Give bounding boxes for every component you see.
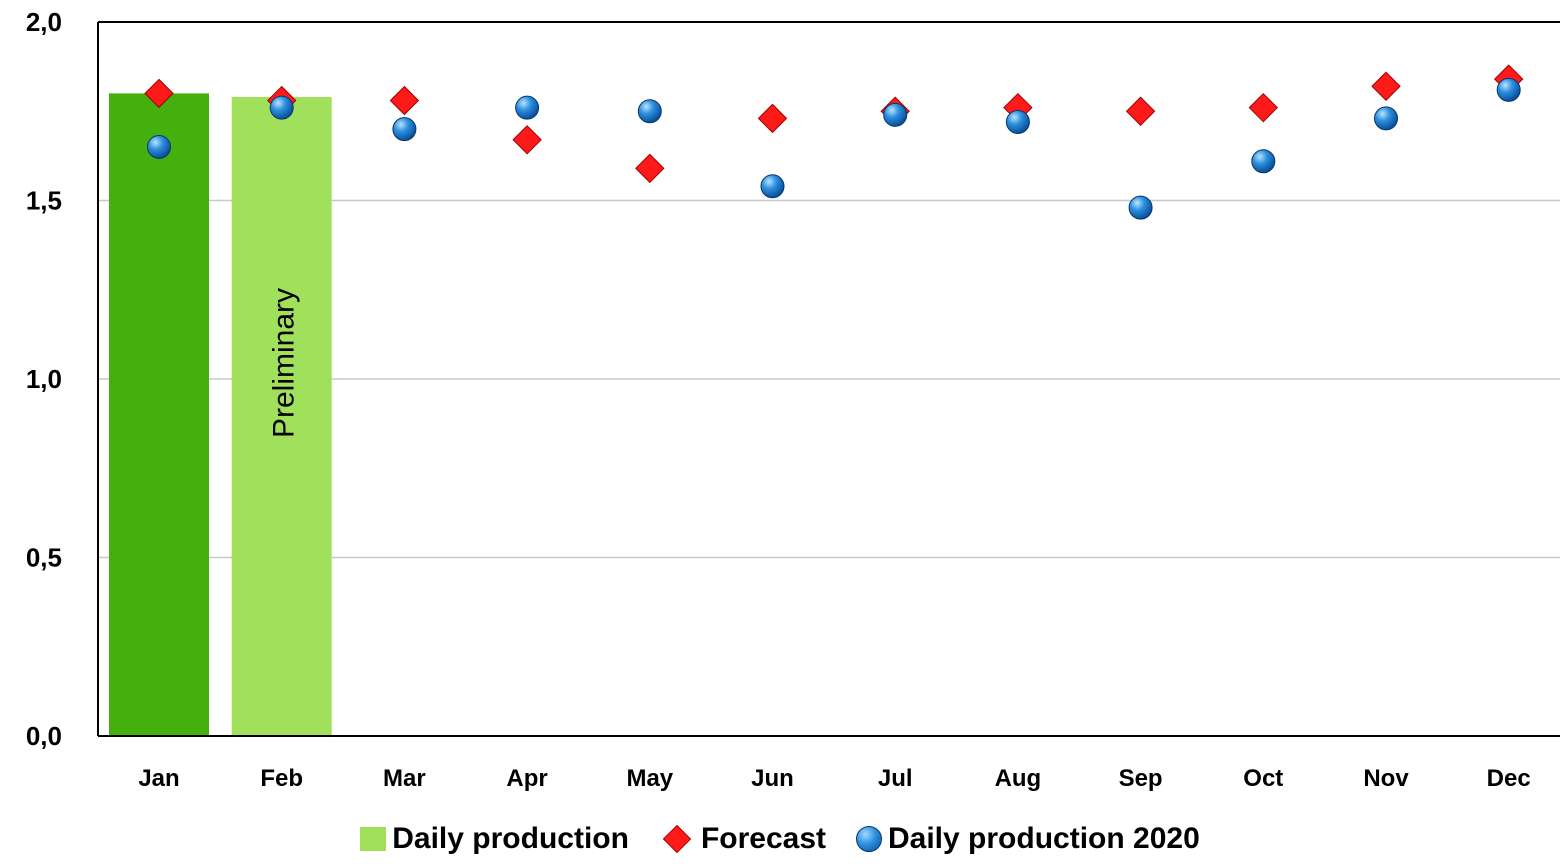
forecast-point-may (635, 153, 665, 184)
production-2020-point-jan (147, 134, 171, 159)
x-tick-label: Jul (878, 765, 913, 792)
bar-jan (109, 93, 209, 736)
gridlines (98, 199, 1560, 559)
production-2020-point-mar (392, 117, 417, 142)
production-2020-point-sep (1128, 195, 1153, 220)
production-2020-point-may (637, 99, 662, 124)
x-tick-label: Feb (260, 765, 303, 792)
production-2020-point-apr (515, 95, 540, 120)
legend-swatch-bar (360, 827, 387, 851)
y-tick-label: 1,5 (26, 186, 62, 216)
annotation-preliminary: Preliminary (268, 288, 301, 438)
forecast-point-nov (1371, 71, 1401, 101)
legend-swatch-circle (856, 826, 882, 852)
legend-label-daily-production-2020: Daily production 2020 (888, 822, 1200, 855)
y-tick-label: 0,0 (26, 721, 62, 751)
legend-swatch-diamond (662, 824, 692, 854)
forecast-point-mar (389, 85, 420, 116)
x-axis-categories: Jan Feb Mar Apr May Jun Jul Aug Sep Oct Nov Dec (138, 765, 1530, 792)
x-tick-label: Aug (995, 765, 1042, 792)
x-tick-label: Nov (1363, 765, 1409, 792)
forecast-point-oct (1248, 92, 1279, 123)
x-tick-label: May (626, 765, 673, 792)
x-tick-label: Dec (1487, 765, 1531, 792)
forecast-point-jun (757, 103, 788, 134)
y-tick-label: 1,0 (26, 364, 62, 394)
x-tick-label: Sep (1119, 765, 1163, 792)
x-tick-label: Mar (383, 765, 426, 792)
production-2020-point-feb (269, 95, 294, 120)
legend-item-daily-production-2020: Daily production 2020 (856, 822, 1200, 856)
forecast-points (144, 64, 1524, 184)
bars (109, 93, 332, 737)
legend-label-daily-production: Daily production (392, 822, 629, 855)
forecast-point-sep (1125, 96, 1156, 126)
x-tick-label: Apr (506, 765, 547, 792)
production-2020-point-aug (1005, 109, 1030, 134)
legend-item-daily-production: Daily production (360, 822, 629, 856)
x-tick-label: Jun (751, 765, 794, 792)
legend-item-forecast: Forecast (659, 822, 826, 856)
legend: Daily production Forecast Daily producti… (0, 822, 1560, 856)
forecast-point-apr (512, 125, 542, 155)
y-tick-label: 0,5 (26, 543, 62, 573)
production-2020-point-jul (883, 102, 908, 127)
daily-production-2020-points (147, 77, 1521, 220)
forecast-point-jan (144, 78, 174, 109)
production-2020-point-dec (1496, 77, 1521, 102)
x-tick-label: Oct (1243, 765, 1283, 792)
y-axis-ticks: 0,0 0,5 1,0 1,5 2,0 (26, 7, 62, 751)
production-2020-point-nov (1374, 106, 1398, 131)
bar-feb (231, 96, 332, 737)
x-tick-label: Jan (138, 765, 179, 792)
production-2020-point-jun (760, 174, 785, 199)
y-tick-label: 2,0 (26, 7, 62, 37)
legend-label-forecast: Forecast (700, 822, 826, 855)
production-2020-point-oct (1251, 149, 1276, 174)
